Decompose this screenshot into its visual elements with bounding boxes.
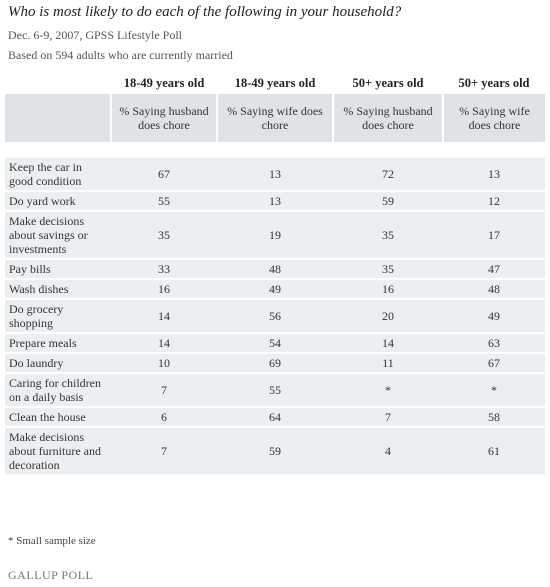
row-label: Do grocery shopping bbox=[5, 298, 111, 333]
row-label: Do yard work bbox=[5, 190, 111, 211]
gap bbox=[5, 142, 545, 157]
date-line: Dec. 6-9, 2007, GPSS Lifestyle Poll bbox=[8, 28, 182, 42]
table-row: Prepare meals 14 54 14 63 bbox=[5, 332, 545, 353]
label-row: % Saying husband does chore% Saying wife… bbox=[5, 94, 545, 142]
group-header: 50+ years old bbox=[458, 76, 530, 90]
cell: 63 bbox=[443, 332, 545, 353]
row-label: Wash dishes bbox=[5, 278, 111, 299]
cell: 47 bbox=[443, 258, 545, 279]
cell: 13 bbox=[217, 156, 333, 191]
table: 18-49 years old 18-49 years old 50+ years … bbox=[5, 74, 545, 474]
corner bbox=[5, 94, 111, 142]
table-row: Make decisions about furniture and decor… bbox=[5, 426, 545, 474]
title: Who is most likely to do each of the fol… bbox=[8, 4, 402, 20]
cell: 58 bbox=[443, 406, 545, 427]
cell: 12 bbox=[443, 190, 545, 211]
row-label: Keep the car in good condition bbox=[5, 156, 111, 191]
cell: 16 bbox=[333, 278, 443, 299]
table-row: Clean the house 6 64 7 58 bbox=[5, 406, 545, 427]
cell: 67 bbox=[443, 352, 545, 373]
row-label: Prepare meals bbox=[5, 332, 111, 353]
cell: 59 bbox=[217, 426, 333, 474]
column-header: % Saying wife does chore bbox=[442, 94, 545, 142]
logo: GALLUP POLL bbox=[8, 568, 94, 582]
cell: 35 bbox=[333, 210, 443, 259]
cell: * bbox=[443, 372, 545, 407]
cell: 16 bbox=[111, 278, 217, 299]
row-label: Pay bills bbox=[5, 258, 111, 279]
base-line: Based on 594 adults who are currently ma… bbox=[8, 48, 233, 62]
group-row: 18-49 years old 18-49 years old 50+ years … bbox=[5, 74, 545, 94]
column-header: % Saying husband does chore bbox=[110, 94, 217, 142]
group-header: 18-49 years old bbox=[123, 76, 205, 90]
row-label: Caring for children on a daily basis bbox=[5, 372, 111, 407]
cell: 69 bbox=[217, 352, 333, 373]
corner bbox=[5, 74, 111, 94]
cell: 19 bbox=[217, 210, 333, 259]
cell: 49 bbox=[443, 298, 545, 333]
cell: 48 bbox=[217, 258, 333, 279]
cell: 20 bbox=[333, 298, 443, 333]
cell: 35 bbox=[333, 258, 443, 279]
cell: 49 bbox=[217, 278, 333, 299]
cell: 17 bbox=[443, 210, 545, 259]
table-row: Make decisions about savings or investme… bbox=[5, 210, 545, 259]
cell: 35 bbox=[111, 210, 217, 259]
cell: 59 bbox=[333, 190, 443, 211]
cell: 67 bbox=[111, 156, 217, 191]
cell: 48 bbox=[443, 278, 545, 299]
cell: 10 bbox=[111, 352, 217, 373]
cell: 55 bbox=[217, 372, 333, 407]
table-row: Do laundry 10 69 11 67 bbox=[5, 352, 545, 373]
cell: * bbox=[333, 372, 443, 407]
table-row: Wash dishes 16 49 16 48 bbox=[5, 278, 545, 299]
row-label: Clean the house bbox=[5, 406, 111, 427]
cell: 14 bbox=[111, 298, 217, 333]
table-row: Do yard work 55 13 59 12 bbox=[5, 190, 545, 211]
group-header: 50+ years old bbox=[352, 76, 424, 90]
cell: 54 bbox=[217, 332, 333, 353]
cell: 11 bbox=[333, 352, 443, 373]
table-row: Caring for children on a daily basis 7 55 *… bbox=[5, 372, 545, 407]
gap-row bbox=[5, 142, 545, 157]
column-header: % Saying wife does chore bbox=[216, 94, 333, 142]
cell: 4 bbox=[333, 426, 443, 474]
table-body: Keep the car in good condition 67 13 72 13 Do… bbox=[5, 156, 545, 474]
cell: 64 bbox=[217, 406, 333, 427]
cell: 55 bbox=[111, 190, 217, 211]
table-row: Keep the car in good condition 67 13 72 13 bbox=[5, 156, 545, 191]
footnote: * Small sample size bbox=[8, 535, 96, 547]
cell: 13 bbox=[443, 156, 545, 191]
cell: 7 bbox=[111, 372, 217, 407]
cell: 33 bbox=[111, 258, 217, 279]
row-label: Make decisions about furniture and decor… bbox=[5, 426, 111, 474]
cell: 14 bbox=[111, 332, 217, 353]
cell: 7 bbox=[333, 406, 443, 427]
table-head: 18-49 years old 18-49 years old 50+ years … bbox=[5, 74, 545, 157]
cell: 61 bbox=[443, 426, 545, 474]
table-row: Pay bills 33 48 35 47 bbox=[5, 258, 545, 279]
cell: 6 bbox=[111, 406, 217, 427]
row-label: Make decisions about savings or investme… bbox=[5, 210, 111, 259]
row-label: Do laundry bbox=[5, 352, 111, 373]
cell: 56 bbox=[217, 298, 333, 333]
table-row: Do grocery shopping 14 56 20 49 bbox=[5, 298, 545, 333]
cell: 7 bbox=[111, 426, 217, 474]
cell: 13 bbox=[217, 190, 333, 211]
cell: 72 bbox=[333, 156, 443, 191]
group-header: 18-49 years old bbox=[234, 76, 316, 90]
cell: 14 bbox=[333, 332, 443, 353]
column-header: % Saying husband does chore bbox=[332, 94, 443, 142]
